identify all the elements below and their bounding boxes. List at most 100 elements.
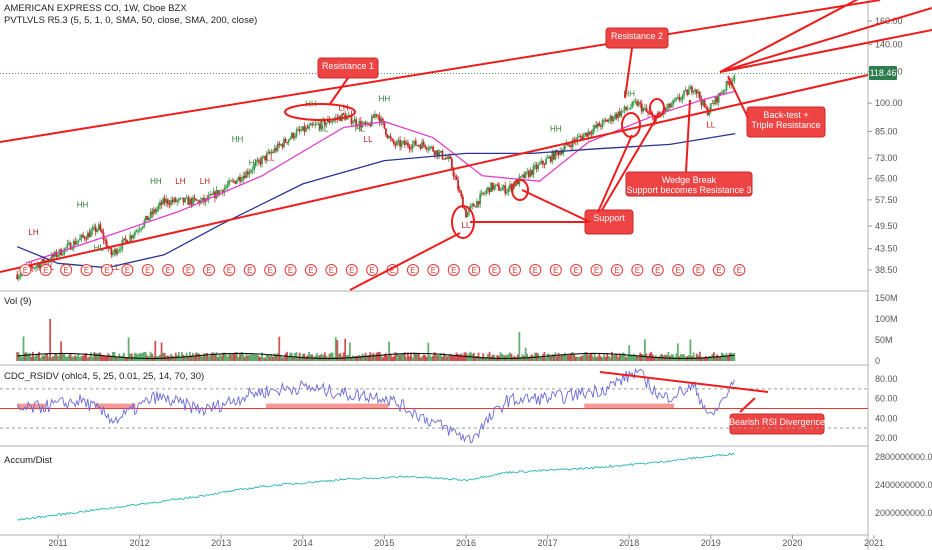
candle-body: [237, 176, 240, 181]
volume-bar: [509, 352, 511, 361]
candle-body: [53, 251, 56, 257]
candle-body: [90, 230, 92, 238]
candle-body: [88, 232, 91, 238]
pivot-label: LH: [28, 228, 38, 237]
volume-bar: [339, 353, 342, 361]
candle-body: [350, 114, 353, 124]
volume-bar: [370, 354, 373, 361]
candle-body: [182, 197, 185, 203]
volume-bar: [133, 352, 136, 361]
support-circle-1: [511, 179, 529, 201]
candle-body: [118, 249, 121, 252]
volume-bar: [283, 356, 285, 361]
candle-body: [507, 188, 510, 192]
candle-body: [97, 224, 100, 230]
volume-bar: [64, 356, 67, 361]
candle-body: [256, 159, 259, 163]
candle-body: [137, 230, 139, 232]
candle-body: [422, 141, 425, 145]
volume-bar: [518, 332, 521, 361]
volume-bar: [485, 356, 488, 361]
candle-body: [101, 230, 103, 233]
volume-bar: [187, 356, 190, 361]
earnings-marker: [60, 264, 73, 276]
candle-body: [162, 198, 165, 205]
candle-body: [731, 80, 734, 82]
volume-bar: [476, 355, 478, 361]
volume-bar: [35, 355, 37, 361]
volume-bar: [645, 353, 648, 361]
candle-body: [576, 137, 579, 142]
earnings-marker: [121, 264, 134, 276]
candle-body: [424, 144, 427, 148]
volume-bar: [446, 356, 449, 361]
volume-bar: [675, 353, 678, 361]
volume-bar: [344, 338, 347, 361]
candle-body: [465, 208, 467, 218]
candle-body: [455, 176, 458, 181]
pivot-label: LL: [364, 135, 373, 144]
rsi-tick-label: 20.00: [875, 433, 898, 443]
volume-bar: [592, 356, 595, 361]
candle-body: [287, 139, 290, 143]
candle-body: [378, 116, 381, 124]
candle-body: [509, 184, 511, 189]
volume-bar: [606, 352, 609, 361]
volume-bar: [259, 357, 262, 361]
earnings-marker: [264, 264, 277, 276]
earnings-marker-letter: E: [533, 266, 538, 275]
candle-body: [72, 241, 75, 249]
candle-body: [160, 202, 163, 205]
volume-bar: [520, 357, 522, 361]
volume-bar: [16, 352, 19, 361]
volume-bar: [556, 356, 558, 361]
pivot-label: HH: [232, 135, 244, 144]
volume-bar: [607, 355, 610, 361]
candle-body: [563, 145, 566, 150]
volume-bar: [471, 354, 474, 361]
volume-bar: [74, 355, 77, 361]
candle-body: [386, 134, 389, 138]
volume-bar: [709, 356, 712, 361]
earnings-marker-letter: E: [492, 266, 497, 275]
volume-bar: [126, 357, 128, 361]
earnings-marker: [651, 264, 664, 276]
candle-body: [438, 152, 441, 157]
candle-body: [284, 139, 287, 143]
volume-bar: [44, 353, 47, 361]
candle-body: [457, 180, 460, 190]
volume-bar: [604, 356, 607, 361]
candle-body: [60, 249, 63, 256]
volume-bar: [529, 355, 532, 361]
candle-body: [372, 116, 375, 118]
candle-body: [232, 180, 235, 182]
volume-bar: [350, 357, 353, 361]
volume-bar: [96, 353, 99, 361]
volume-bar: [264, 357, 267, 361]
candle-body: [38, 264, 41, 269]
candle-body: [419, 145, 422, 149]
candle-body: [240, 180, 243, 182]
volume-bar: [728, 352, 731, 361]
candle-body: [669, 103, 671, 108]
candle-body: [482, 192, 485, 194]
candle-body: [570, 145, 573, 148]
candle-body: [69, 242, 72, 250]
volume-bar: [287, 356, 290, 361]
volume-bar: [93, 351, 95, 361]
pivot-label: HH: [150, 177, 162, 186]
candle-body: [598, 123, 601, 127]
volume-bar: [673, 357, 676, 361]
volume-bar: [53, 353, 56, 361]
candle-body: [626, 108, 629, 110]
candle-body: [39, 263, 42, 269]
candle-body: [75, 242, 78, 245]
candle-body: [383, 122, 386, 129]
volume-bar: [130, 353, 133, 361]
candle-body: [540, 160, 543, 164]
candle-body: [35, 266, 37, 268]
candle-body: [709, 103, 712, 111]
x-tick-label: 2013: [211, 538, 231, 548]
earnings-marker: [39, 264, 52, 276]
candle-body: [560, 151, 563, 154]
